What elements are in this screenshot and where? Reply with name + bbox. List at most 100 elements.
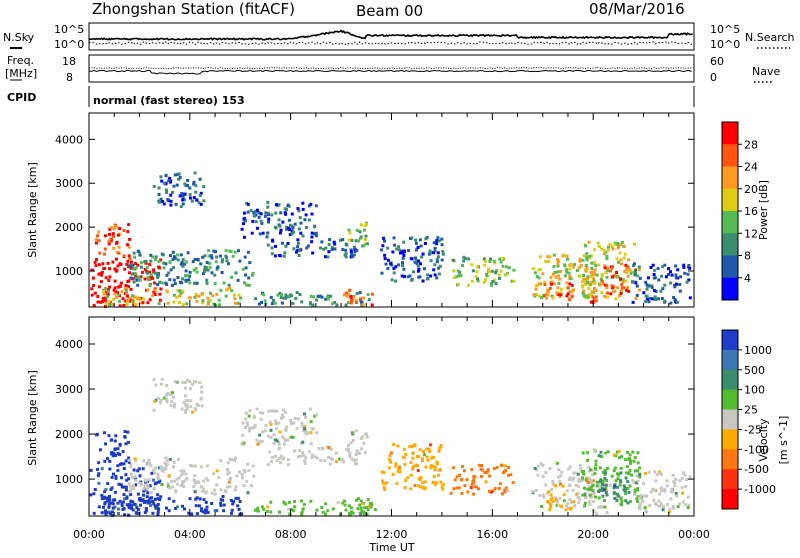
power-echo-cell bbox=[619, 277, 622, 281]
power-echo-cell bbox=[687, 264, 691, 267]
velocity-echo-cell bbox=[473, 475, 477, 479]
power-echo-cell bbox=[111, 232, 115, 236]
velocity-echo-cell bbox=[149, 464, 153, 468]
velocity-echo-cell bbox=[219, 501, 223, 505]
power-echo-cell bbox=[139, 275, 143, 279]
power-echo-cell bbox=[675, 300, 679, 304]
velocity-echo-cell bbox=[557, 504, 561, 508]
power-echo-cell bbox=[126, 300, 130, 304]
power-panel-frame bbox=[88, 112, 695, 308]
velocity-echo-cell bbox=[360, 447, 363, 451]
power-echo-cell bbox=[401, 264, 404, 268]
velocity-echo-cell bbox=[122, 467, 126, 470]
power-echo-cell bbox=[344, 303, 348, 307]
power-echo-cell bbox=[603, 295, 607, 298]
velocity-echo-cell bbox=[108, 459, 112, 463]
power-echo-cell bbox=[162, 261, 166, 265]
velocity-echo-cell bbox=[269, 422, 273, 426]
velocity-echo-cell bbox=[152, 408, 156, 412]
velocity-echo-cell bbox=[398, 468, 402, 472]
velocity-echo-cell bbox=[504, 486, 508, 490]
velocity-echo-cell bbox=[571, 488, 575, 492]
power-echo-cell bbox=[637, 265, 641, 269]
velocity-echo-cell bbox=[583, 501, 587, 505]
power-echo-cell bbox=[454, 275, 458, 279]
velocity-echo-cell bbox=[274, 421, 278, 425]
power-echo-cell bbox=[616, 246, 620, 250]
velocity-echo-cell bbox=[628, 453, 632, 457]
velocity-echo-cell bbox=[409, 473, 413, 477]
velocity-echo-cell bbox=[628, 499, 632, 503]
power-echo-cell bbox=[181, 290, 185, 294]
velocity-echo-cell bbox=[116, 464, 120, 468]
velocity-echo-cell bbox=[455, 486, 459, 490]
velocity-echo-cell bbox=[186, 378, 190, 382]
velocity-echo-cell bbox=[253, 424, 257, 427]
power-echo-cell bbox=[133, 295, 137, 299]
velocity-echo-cell bbox=[396, 444, 400, 448]
power-echo-cell bbox=[90, 293, 94, 297]
velocity-echo-cell bbox=[213, 509, 217, 512]
power-echo-cell bbox=[625, 288, 629, 292]
power-echo-cell bbox=[593, 268, 597, 272]
power-echo-cell bbox=[97, 272, 101, 276]
velocity-echo-cell bbox=[389, 451, 393, 455]
power-echo-cell bbox=[420, 255, 424, 259]
velocity-echo-cell bbox=[554, 484, 558, 488]
power-echo-cell bbox=[584, 255, 588, 259]
power-echo-cell bbox=[143, 277, 147, 281]
power-echo-cell bbox=[102, 289, 106, 293]
velocity-echo-cell bbox=[183, 381, 187, 384]
velocity-echo-cell bbox=[425, 455, 429, 459]
power-echo-cell bbox=[498, 257, 502, 261]
velocity-echo-cell bbox=[597, 454, 601, 458]
velocity-echo-cell bbox=[549, 493, 553, 497]
power-echo-cell bbox=[565, 294, 569, 298]
velocity-echo-cell bbox=[660, 489, 664, 492]
power-echo-cell bbox=[657, 278, 661, 282]
velocity-echo-cell bbox=[558, 496, 562, 500]
power-echo-cell bbox=[184, 269, 188, 273]
power-echo-cell bbox=[412, 270, 415, 274]
velocity-echo-cell bbox=[303, 462, 307, 466]
power-echo-cell bbox=[231, 254, 235, 258]
power-echo-cell bbox=[621, 280, 625, 284]
velocity-echo-cell bbox=[248, 426, 252, 430]
velocity-colorbar-swatch-0 bbox=[722, 330, 738, 351]
power-echo-cell bbox=[153, 293, 157, 296]
velocity-echo-cell bbox=[427, 447, 431, 451]
velocity-echo-cell bbox=[125, 503, 129, 507]
power-echo-cell bbox=[554, 275, 558, 279]
velocity-echo-cell bbox=[361, 435, 365, 439]
velocity-colorbar-swatch-2 bbox=[722, 369, 738, 391]
power-echo-cell bbox=[644, 300, 648, 304]
velocity-echo-cell bbox=[255, 407, 259, 411]
velocity-echo-cell bbox=[340, 457, 343, 461]
velocity-echo-cell bbox=[114, 453, 118, 457]
velocity-echo-cell bbox=[97, 461, 101, 465]
power-echo-cell bbox=[272, 299, 275, 302]
velocity-echo-cell bbox=[194, 464, 197, 468]
velocity-echo-cell bbox=[548, 467, 552, 471]
power-echo-cell bbox=[544, 296, 548, 300]
velocity-echo-cell bbox=[184, 477, 188, 481]
velocity-echo-cell bbox=[618, 483, 622, 487]
velocity-echo-cell bbox=[138, 497, 142, 500]
velocity-echo-cell bbox=[605, 493, 609, 497]
power-echo-cell bbox=[531, 267, 535, 271]
velocity-echo-cell bbox=[268, 450, 272, 454]
power-echo-cell bbox=[416, 269, 420, 273]
power-echo-cell bbox=[545, 292, 549, 295]
power-echo-cell bbox=[284, 293, 288, 297]
power-echo-cell bbox=[618, 251, 622, 255]
power-echo-cell bbox=[673, 298, 677, 301]
velocity-echo-cell bbox=[192, 485, 196, 488]
velocity-ytick-label-0: 1000 bbox=[55, 473, 83, 486]
velocity-echo-cell bbox=[565, 489, 569, 493]
power-echo-cell bbox=[297, 209, 301, 213]
power-echo-cell bbox=[184, 274, 188, 278]
velocity-echo-cell bbox=[260, 505, 264, 509]
velocity-echo-cell bbox=[551, 482, 555, 486]
power-echo-cell bbox=[558, 277, 562, 281]
power-echo-cell bbox=[128, 263, 132, 267]
